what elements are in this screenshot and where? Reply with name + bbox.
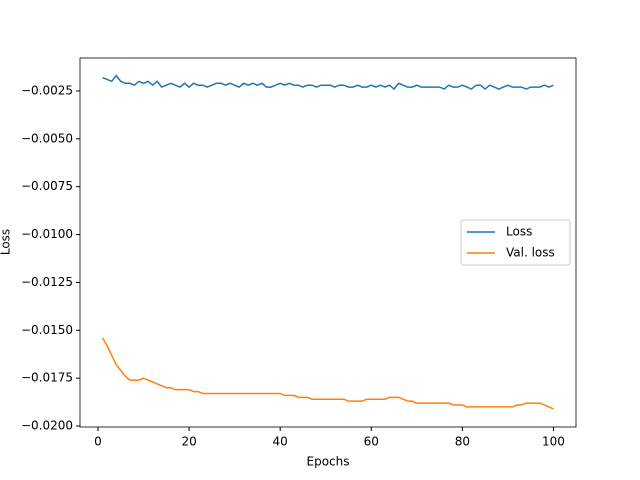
- y-tick-label: −0.0125: [21, 275, 73, 289]
- line: [101, 337, 554, 410]
- x-axis-label: Epochs: [307, 455, 350, 469]
- legend-label: Loss: [506, 225, 532, 239]
- y-tick-label: −0.0100: [21, 227, 73, 241]
- x-tick-label: 40: [273, 435, 288, 449]
- line: [102, 74, 554, 91]
- legend-label: Val. loss: [506, 246, 555, 260]
- x-tick-label: 80: [455, 435, 470, 449]
- y-axis-label: Loss: [0, 229, 13, 255]
- y-tick-label: −0.0075: [21, 179, 73, 193]
- x-tick-label: 60: [364, 435, 379, 449]
- y-tick-label: −0.0200: [21, 419, 73, 433]
- y-tick-label: −0.0050: [21, 131, 73, 145]
- axes-frame: [79, 57, 577, 428]
- y-tick-label: −0.0025: [21, 83, 73, 97]
- y-tick-label: −0.0150: [21, 323, 73, 337]
- y-tick-label: −0.0175: [21, 371, 73, 385]
- x-tick-label: 100: [542, 435, 565, 449]
- x-tick-label: 0: [94, 435, 102, 449]
- x-tick-label: 20: [181, 435, 196, 449]
